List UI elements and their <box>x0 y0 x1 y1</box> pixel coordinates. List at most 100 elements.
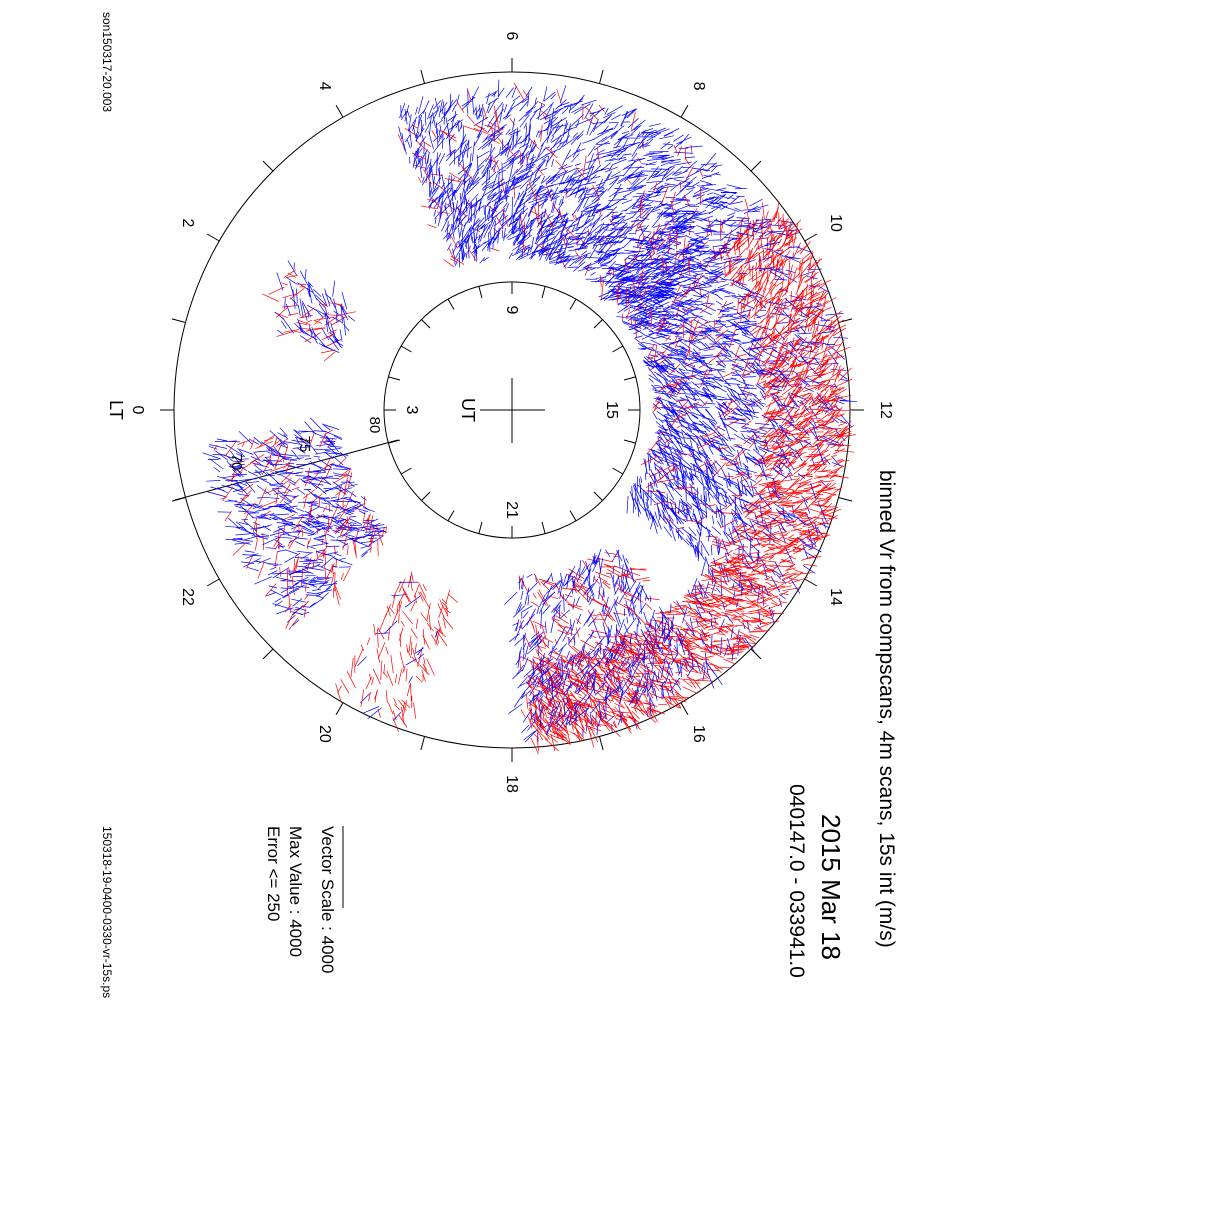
velocity-vector <box>589 648 596 652</box>
velocity-vector <box>803 413 821 420</box>
velocity-vector <box>825 313 844 316</box>
velocity-vector <box>807 479 824 486</box>
velocity-vector <box>759 274 769 290</box>
velocity-vector <box>776 531 791 542</box>
velocity-vector <box>725 623 738 628</box>
velocity-vector <box>810 291 813 306</box>
velocity-vector <box>817 522 832 525</box>
velocity-vector <box>558 198 562 206</box>
velocity-vector <box>623 223 634 238</box>
velocity-vector <box>752 569 764 574</box>
velocity-vector <box>621 718 632 734</box>
velocity-vector <box>826 315 842 328</box>
velocity-vector <box>735 611 742 616</box>
velocity-vector <box>814 522 819 538</box>
velocity-vector <box>755 470 764 480</box>
velocity-vector <box>822 409 830 413</box>
velocity-vector <box>637 193 654 203</box>
velocity-vector <box>593 647 599 655</box>
velocity-vector <box>799 260 801 272</box>
velocity-vector <box>793 339 800 345</box>
velocity-vector <box>803 563 818 567</box>
velocity-vector <box>782 218 787 232</box>
velocity-vector <box>780 552 789 555</box>
velocity-vector <box>614 702 626 709</box>
velocity-vector <box>803 411 814 418</box>
velocity-vector <box>733 615 745 619</box>
velocity-vector <box>785 221 792 239</box>
velocity-vector <box>730 445 736 452</box>
velocity-vector <box>821 378 837 382</box>
velocity-vector <box>647 158 665 161</box>
velocity-vector <box>512 95 521 102</box>
velocity-vector <box>533 705 538 723</box>
velocity-vector <box>607 659 615 664</box>
lt-tick <box>598 69 604 84</box>
velocity-vector <box>679 382 691 384</box>
velocity-vector <box>715 597 723 601</box>
velocity-vector <box>541 705 545 723</box>
velocity-vector <box>674 280 681 283</box>
velocity-vector <box>764 512 779 517</box>
velocity-vector <box>706 336 716 345</box>
velocity-vector <box>753 233 764 248</box>
velocity-vector <box>803 500 811 514</box>
velocity-vector <box>728 571 747 576</box>
velocity-vector <box>758 507 772 517</box>
velocity-vector <box>630 702 650 704</box>
velocity-vector <box>666 424 679 435</box>
velocity-vector <box>771 348 778 352</box>
velocity-vector <box>801 495 808 504</box>
velocity-vector <box>781 377 788 388</box>
velocity-vector <box>712 515 714 525</box>
velocity-vector <box>727 488 737 496</box>
velocity-vector <box>748 252 759 260</box>
velocity-vector <box>758 562 777 569</box>
velocity-vector <box>669 659 680 663</box>
velocity-vector <box>645 700 658 708</box>
velocity-vector <box>573 721 581 741</box>
velocity-vector <box>689 617 695 636</box>
velocity-vector <box>687 643 690 660</box>
lt-tick <box>262 160 274 172</box>
velocity-vector <box>731 278 735 287</box>
velocity-vector <box>752 296 767 309</box>
velocity-vector <box>523 730 536 741</box>
velocity-vector <box>551 158 554 167</box>
velocity-vector <box>483 256 489 262</box>
velocity-vector <box>621 130 630 134</box>
velocity-vector <box>772 328 776 338</box>
velocity-vector <box>769 429 779 437</box>
velocity-vector <box>699 354 714 357</box>
velocity-vector <box>805 283 808 299</box>
velocity-vector <box>699 634 704 645</box>
velocity-vector <box>749 325 760 333</box>
velocity-vector <box>814 421 824 424</box>
velocity-vector <box>837 460 850 462</box>
lt-tick <box>171 496 186 502</box>
velocity-vector <box>785 493 800 499</box>
velocity-vector <box>665 686 672 703</box>
velocity-vector <box>620 715 628 726</box>
velocity-vector <box>833 339 845 356</box>
velocity-vector <box>801 250 813 261</box>
velocity-vector <box>752 490 766 497</box>
velocity-vector <box>634 319 637 339</box>
velocity-vector <box>647 343 655 357</box>
ut-tick <box>612 467 624 475</box>
velocity-vector <box>729 588 746 594</box>
velocity-vector <box>769 275 777 285</box>
velocity-vector <box>691 364 695 377</box>
velocity-vector <box>815 395 824 405</box>
velocity-vector <box>749 611 762 614</box>
velocity-vector <box>675 400 684 402</box>
velocity-vector <box>748 497 760 510</box>
velocity-vector <box>682 608 688 624</box>
velocity-vector <box>745 488 754 498</box>
velocity-vector <box>821 356 830 368</box>
velocity-vector <box>748 631 765 633</box>
velocity-vector <box>797 547 805 551</box>
velocity-vector <box>736 353 747 358</box>
velocity-vector <box>763 547 776 553</box>
velocity-vector <box>750 222 756 230</box>
